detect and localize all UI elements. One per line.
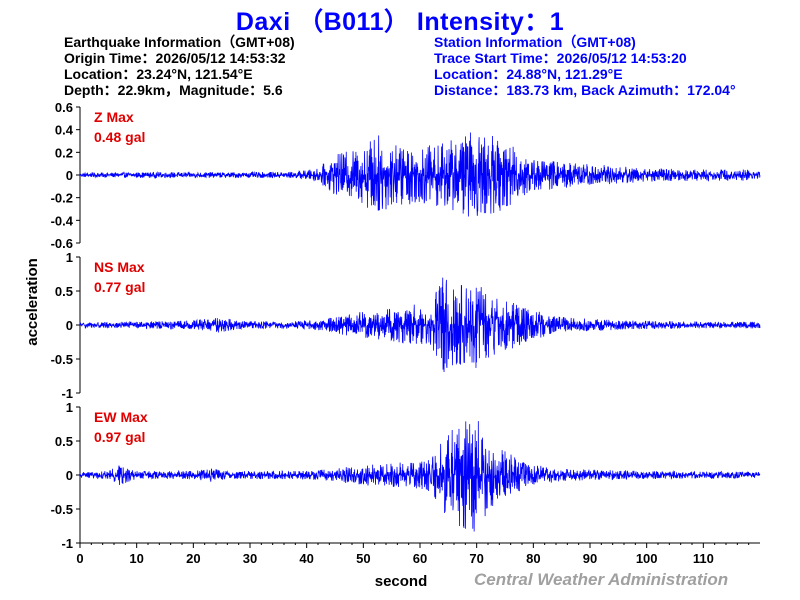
y-tick-label: 1 [66,250,73,265]
max-label: EW Max [94,409,148,425]
distance-azimuth: Distance：183.73 km, Back Azimuth：172.04° [434,82,736,98]
y-tick-label: -0.5 [51,352,73,367]
origin-time: Origin Time：2026/05/12 14:53:32 [64,50,286,66]
y-tick-label: 0.5 [55,284,73,299]
station-info: Station Information（GMT+08) Trace Start … [434,34,736,98]
x-tick-label: 50 [356,551,370,566]
y-axis-label: acceleration [24,258,41,346]
y-tick-label: 0.4 [55,123,74,138]
max-value: 0.48 gal [94,129,145,145]
trace-start-time: Trace Start Time：2026/05/12 14:53:20 [434,50,687,66]
y-tick-label: -1 [61,536,73,551]
x-tick-label: 80 [526,551,540,566]
y-tick-label: 0 [66,318,73,333]
station-info-header: Station Information（GMT+08) [434,34,636,50]
y-tick-label: 0 [66,468,73,483]
y-tick-label: 0.5 [55,434,73,449]
y-tick-label: -0.6 [51,236,73,251]
epicenter-location: Location：23.24°N, 121.54°E [64,66,253,82]
y-tick-label: 1 [66,400,73,415]
x-tick-label: 0 [76,551,83,566]
max-label: NS Max [94,259,145,275]
x-tick-label: 10 [129,551,143,566]
earthquake-info: Earthquake Information（GMT+08) Origin Ti… [64,34,295,98]
chart-title: Daxi （B011） Intensity：1 [235,8,565,36]
x-axis-label: second [375,573,428,590]
max-value: 0.77 gal [94,279,145,295]
waveform-z [79,132,761,217]
earthquake-info-header: Earthquake Information（GMT+08) [64,34,295,50]
x-tick-label: 90 [583,551,597,566]
credit-text: Central Weather Administration [474,570,729,589]
x-tick-label: 40 [299,551,313,566]
x-tick-label: 100 [636,551,658,566]
y-tick-label: 0.6 [55,100,73,115]
max-label: Z Max [94,109,134,125]
waveform-ns [79,277,761,373]
y-tick-label: -1 [61,386,73,401]
depth-magnitude: Depth：22.9km，Magnitude：5.6 [64,82,283,98]
x-tick-label: 110 [693,551,714,566]
station-location: Location：24.88°N, 121.29°E [434,66,623,82]
x-tick-label: 70 [469,551,483,566]
waveform-ew [79,421,761,532]
x-tick-label: 20 [186,551,200,566]
y-tick-label: 0.2 [55,145,73,160]
y-tick-label: -0.5 [51,502,73,517]
y-tick-label: -0.4 [51,213,74,228]
x-tick-label: 30 [243,551,257,566]
y-tick-label: -0.2 [51,191,73,206]
x-tick-label: 60 [413,551,427,566]
y-tick-label: 0 [66,168,73,183]
max-value: 0.97 gal [94,429,145,445]
